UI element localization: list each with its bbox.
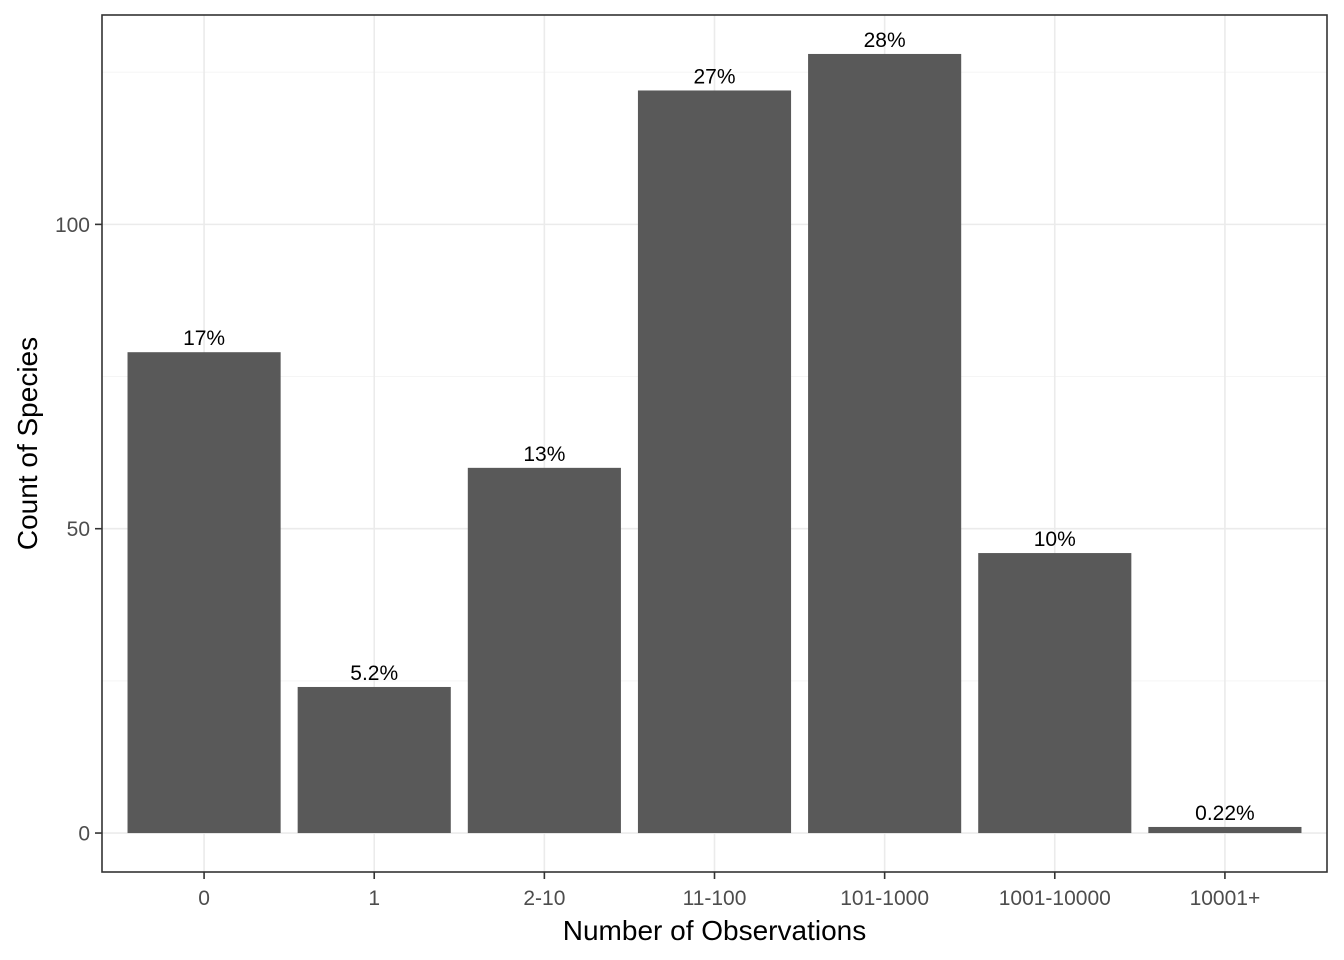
data-label-0: 17% bbox=[183, 327, 225, 350]
x-tick-label: 2-10 bbox=[523, 887, 565, 910]
y-tick-label: 0 bbox=[78, 823, 90, 846]
data-label-101-1000: 28% bbox=[864, 29, 906, 52]
bar-11-100 bbox=[638, 90, 791, 833]
bar-10001+ bbox=[1148, 827, 1301, 833]
x-tick-label: 1 bbox=[368, 887, 380, 910]
data-label-2-10: 13% bbox=[523, 443, 565, 466]
x-tick-label: 1001-10000 bbox=[999, 887, 1111, 910]
bar-0 bbox=[128, 352, 281, 833]
y-axis-title: Count of Species bbox=[12, 337, 43, 550]
y-tick-label: 100 bbox=[55, 214, 90, 237]
data-label-1: 5.2% bbox=[350, 662, 398, 685]
bar-101-1000 bbox=[808, 54, 961, 833]
bar-1001-10000 bbox=[978, 553, 1131, 833]
y-tick-label: 50 bbox=[67, 518, 90, 541]
x-tick-label: 11-100 bbox=[683, 887, 747, 910]
data-label-11-100: 27% bbox=[693, 65, 735, 88]
x-tick-label: 0 bbox=[198, 887, 210, 910]
bar-1 bbox=[298, 687, 451, 833]
x-tick-label: 10001+ bbox=[1190, 887, 1261, 910]
x-axis-title: Number of Observations bbox=[563, 915, 866, 946]
data-label-10001+: 0.22% bbox=[1195, 802, 1255, 825]
bar-2-10 bbox=[468, 468, 621, 833]
data-label-1001-10000: 10% bbox=[1034, 528, 1076, 551]
x-tick-label: 101-1000 bbox=[840, 887, 929, 910]
